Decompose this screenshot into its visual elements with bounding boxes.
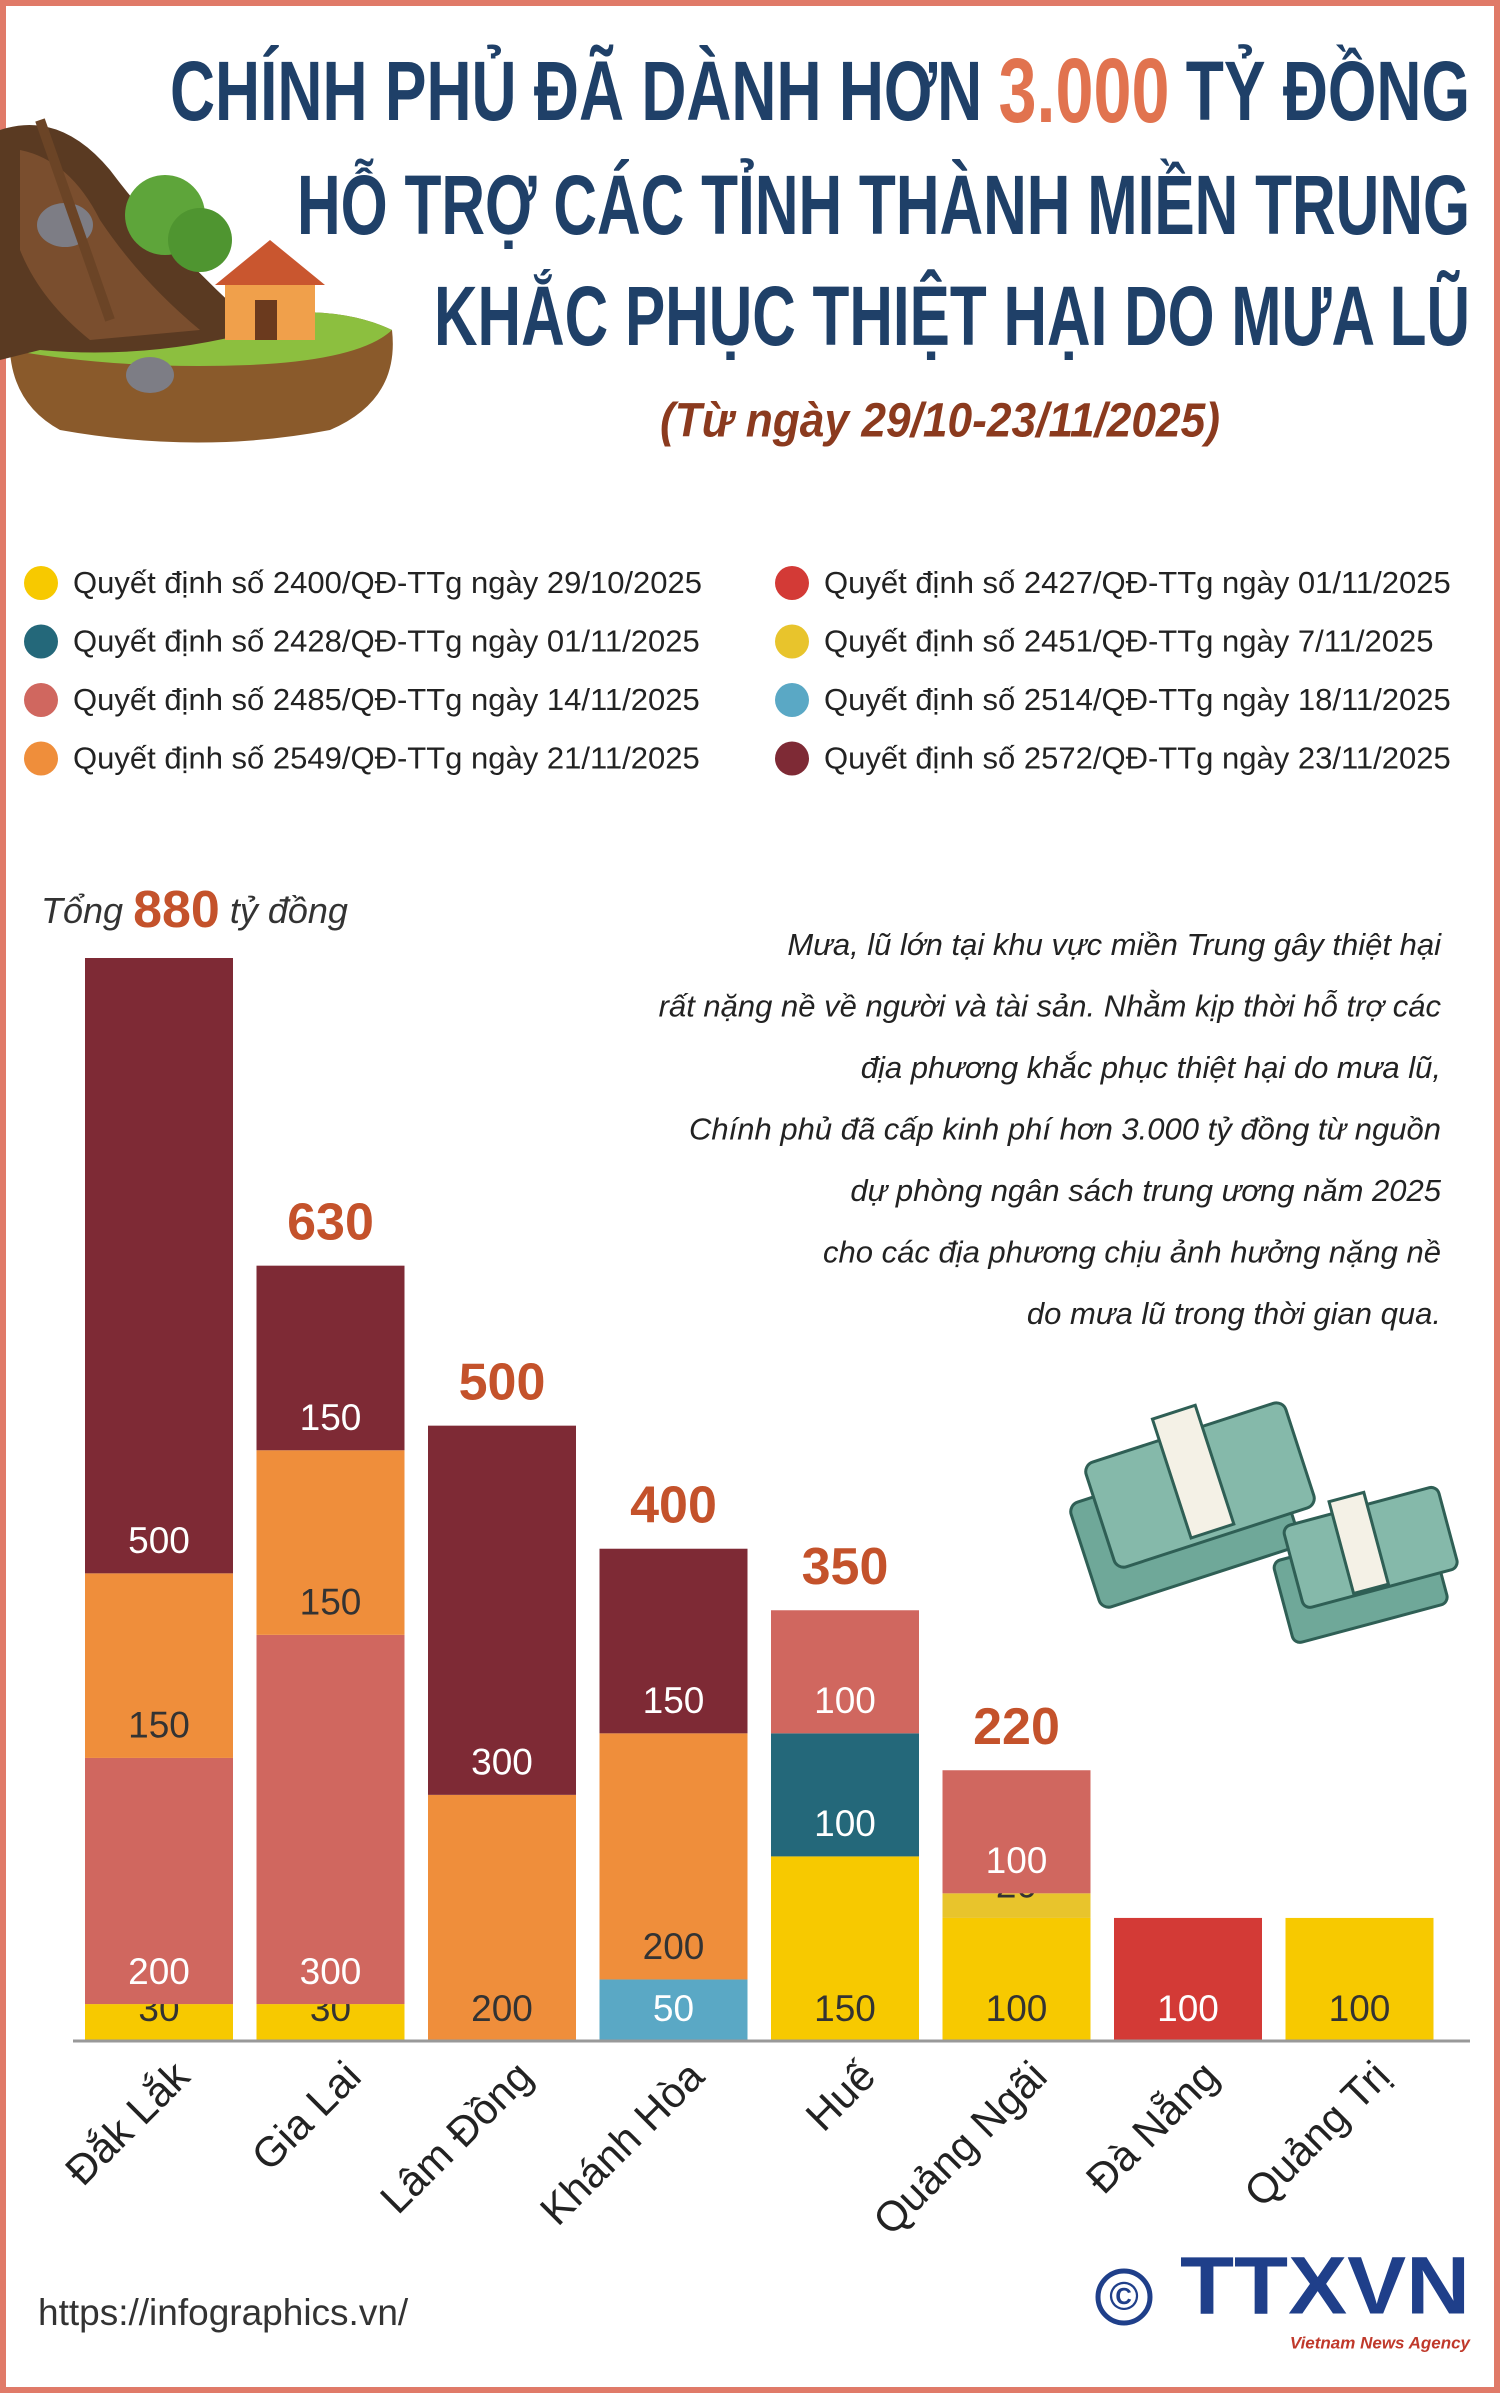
title-part: CHÍNH PHỦ ĐÃ DÀNH HƠN — [170, 44, 982, 138]
bar-segment — [599, 1548, 748, 1734]
logo: TTXVN — [1180, 2241, 1470, 2332]
legend-label: Quyết định số 2428/QĐ-TTg ngày 01/11/202… — [73, 624, 700, 659]
bar-segment — [256, 1265, 405, 1451]
total-suffix: tỷ đồng — [230, 890, 348, 931]
segment-label: 300 — [471, 1742, 533, 1783]
bar-segment — [85, 1573, 233, 1758]
copyright-circle — [1095, 2268, 1153, 2326]
annotation: Mưa, lũ lớn tại khu vực miền Trung gây t… — [659, 927, 1442, 1331]
legend-label: Quyết định số 2572/QĐ-TTg ngày 23/11/202… — [824, 741, 1451, 776]
segment-label: 100 — [1329, 1988, 1391, 2029]
title-highlight: 3.000 — [998, 40, 1169, 142]
bar-segment — [85, 1757, 233, 2005]
segment-label: 100 — [814, 1803, 876, 1844]
segment-label: 150 — [643, 1680, 705, 1721]
total-label: Tổng 880 tỷ đồng — [41, 881, 348, 939]
title-line: CHÍNH PHỦ ĐÃ DÀNH HƠN3.000TỶ ĐỒNG — [170, 40, 1470, 142]
bar-segment — [771, 1733, 919, 1857]
bar-segment — [771, 1610, 919, 1734]
legend-swatch — [775, 624, 809, 659]
segment-label: 100 — [986, 1840, 1048, 1881]
segment-label: 200 — [643, 1926, 705, 1967]
title-line: HỖ TRỢ CÁC TỈNH THÀNH MIỀN TRUNG — [297, 158, 1470, 252]
bar-segment — [85, 958, 233, 1574]
bar-segment — [256, 2004, 405, 2041]
total-label: 400 — [630, 1476, 717, 1534]
annotation-line: cho các địa phương chịu ảnh hưởng nặng n… — [823, 1235, 1441, 1270]
legend-label: Quyết định số 2514/QĐ-TTg ngày 18/11/202… — [824, 682, 1451, 717]
total-label: 350 — [802, 1538, 889, 1596]
title-line: KHẮC PHỤC THIỆT HẠI DO MƯA LŨ — [434, 269, 1470, 363]
bar-segment — [599, 1979, 748, 2041]
total-prefix: Tổng — [41, 890, 123, 931]
bar-segment — [85, 2004, 233, 2041]
segment-label: 50 — [653, 1988, 694, 2029]
bar-segment — [428, 1425, 576, 1795]
legend: Quyết định số 2400/QĐ-TTg ngày 29/10/202… — [24, 565, 1451, 776]
segment-label: 200 — [471, 1988, 533, 2029]
bar-segment — [256, 1450, 405, 1635]
money-illustration — [1069, 1401, 1459, 1644]
annotation-line: Chính phủ đã cấp kinh phí hơn 3.000 tỷ đ… — [689, 1112, 1441, 1147]
segment-label: 500 — [128, 1520, 190, 1561]
segment-label: 150 — [128, 1705, 190, 1746]
bar-segment — [942, 1917, 1091, 2041]
segment-label: 300 — [300, 1951, 362, 1992]
annotation-line: rất nặng nề về người và tài sản. Nhằm kị… — [659, 989, 1442, 1024]
bar-segment — [942, 1770, 1091, 1894]
legend-label: Quyết định số 2400/QĐ-TTg ngày 29/10/202… — [73, 565, 702, 600]
landslide-illustration — [0, 118, 393, 443]
annotation-line: do mưa lũ trong thời gian qua. — [1027, 1296, 1441, 1331]
segment-label: 100 — [1157, 1988, 1219, 2029]
subtitle: (Từ ngày 29/10-23/11/2025) — [660, 395, 1220, 448]
total-label: 500 — [459, 1353, 546, 1411]
total-value: 880 — [133, 881, 220, 939]
logo-tagline: Vietnam News Agency — [1290, 2333, 1472, 2352]
total-label: 220 — [973, 1698, 1060, 1756]
legend-label: Quyết định số 2549/QĐ-TTg ngày 21/11/202… — [73, 741, 700, 776]
bar-segment — [256, 1634, 405, 2005]
bar-segment — [599, 1733, 748, 1980]
legend-label: Quyết định số 2427/QĐ-TTg ngày 01/11/202… — [824, 565, 1451, 600]
segment-label: 200 — [128, 1951, 190, 1992]
legend-swatch — [775, 741, 809, 776]
title-part: TỶ ĐỒNG — [1186, 44, 1470, 138]
bar-segment — [771, 1856, 919, 2041]
segment-label: 150 — [300, 1582, 362, 1623]
legend-swatch — [775, 566, 809, 600]
legend-swatch — [24, 624, 58, 659]
legend-swatch — [775, 683, 809, 717]
legend-label: Quyết định số 2451/QĐ-TTg ngày 7/11/2025 — [824, 624, 1433, 659]
bar-segment — [1114, 1917, 1262, 2041]
bar-segment — [1285, 1917, 1434, 2041]
bar-segment — [942, 1893, 1091, 1918]
annotation-line: dự phòng ngân sách trung ương năm 2025 — [850, 1173, 1441, 1208]
segment-label: 150 — [300, 1397, 362, 1438]
annotation-line: Mưa, lũ lớn tại khu vực miền Trung gây t… — [787, 927, 1442, 962]
bar-segment — [428, 1794, 576, 2041]
source: https://infographics.vn/ — [38, 2292, 409, 2333]
legend-label: Quyết định số 2485/QĐ-TTg ngày 14/11/202… — [73, 682, 700, 717]
segment-label: 100 — [814, 1680, 876, 1721]
copyright: © — [1109, 2275, 1138, 2319]
annotation-line: địa phương khắc phục thiệt hại do mưa lũ… — [861, 1050, 1441, 1085]
legend-swatch — [24, 683, 58, 717]
segment-label: 100 — [986, 1988, 1048, 2029]
segment-label: 150 — [814, 1988, 876, 2029]
legend-swatch — [24, 566, 58, 600]
legend-swatch — [24, 741, 58, 776]
total-label: 630 — [287, 1193, 374, 1251]
